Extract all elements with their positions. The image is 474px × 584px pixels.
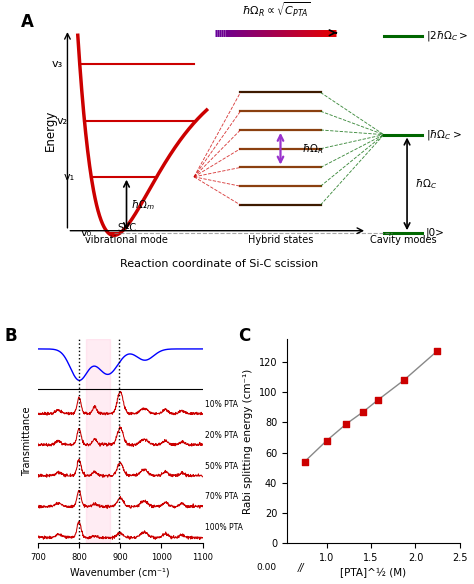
Text: v₀: v₀ [81, 228, 91, 238]
Text: $\hbar\Omega_R \propto \sqrt{C_{PTA}}$: $\hbar\Omega_R \propto \sqrt{C_{PTA}}$ [242, 0, 311, 19]
Y-axis label: Transmittance: Transmittance [22, 406, 32, 476]
Text: C: C [238, 327, 251, 345]
X-axis label: Wavenumber (cm⁻¹): Wavenumber (cm⁻¹) [71, 568, 170, 578]
Point [433, 347, 440, 356]
Point [400, 376, 408, 385]
Text: |0>: |0> [426, 228, 445, 238]
Text: $\hbar\Omega_m$: $\hbar\Omega_m$ [131, 198, 155, 212]
Text: Cavity modes: Cavity modes [370, 235, 436, 245]
Text: $|2\hbar\Omega_C>$: $|2\hbar\Omega_C>$ [426, 29, 468, 43]
Text: Energy: Energy [44, 109, 57, 151]
Text: 20% PTA: 20% PTA [205, 430, 237, 440]
Text: Hybrid states: Hybrid states [248, 235, 313, 245]
Y-axis label: Rabi splitting energy (cm⁻¹): Rabi splitting energy (cm⁻¹) [243, 369, 253, 514]
Text: //: // [298, 564, 304, 573]
Text: $\hbar\Omega_R$: $\hbar\Omega_R$ [301, 142, 323, 155]
X-axis label: [PTA]^½ (M): [PTA]^½ (M) [340, 568, 406, 578]
Point [343, 419, 350, 429]
Text: v₁: v₁ [63, 172, 74, 182]
Text: v₂: v₂ [56, 116, 68, 126]
Point [323, 436, 330, 445]
Text: Reaction coordinate of Si-C scission: Reaction coordinate of Si-C scission [120, 259, 319, 269]
Text: $\hbar\Omega_C$: $\hbar\Omega_C$ [416, 177, 438, 191]
Text: 0.00: 0.00 [256, 564, 276, 572]
Text: 50% PTA: 50% PTA [205, 461, 238, 471]
Text: B: B [5, 327, 18, 345]
Point [359, 407, 367, 416]
Text: v₃: v₃ [52, 60, 63, 69]
Point [301, 457, 309, 466]
Bar [86, 339, 110, 543]
Text: $|\hbar\Omega_C>$: $|\hbar\Omega_C>$ [426, 128, 462, 142]
Text: 100% PTA: 100% PTA [205, 523, 243, 533]
Text: A: A [21, 13, 34, 31]
Point [374, 395, 382, 405]
Text: 10% PTA: 10% PTA [205, 399, 237, 409]
Text: 70% PTA: 70% PTA [205, 492, 238, 502]
Text: Si-C
vibrational mode: Si-C vibrational mode [85, 223, 168, 245]
